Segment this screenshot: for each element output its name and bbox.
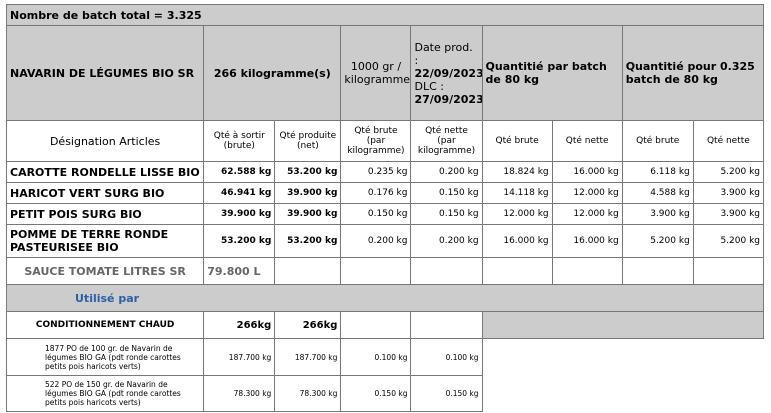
product-row: 522 PO de 150 gr. de Navarin de légumes …	[5, 375, 764, 412]
col-qte-produite: Qté produite (net)	[274, 120, 342, 162]
conditionnement-name: CONDITIONNEMENT CHAUD	[5, 311, 205, 339]
batch-table: Nombre de batch total = 3.325 NAVARIN DE…	[5, 4, 765, 412]
ingredient-value: 46.941 kg	[203, 182, 276, 204]
ingredient-row: PETIT POIS SURG BIO 39.900 kg 39.900 kg 0.1…	[5, 203, 765, 225]
ingredient-value: 16.000 kg	[551, 161, 623, 183]
ingredient-value: 0.150 kg	[410, 182, 483, 204]
ingredient-value: 16.000 kg	[551, 224, 623, 258]
dates: Date prod. :22/09/2023 DLC :27/09/2023	[410, 25, 483, 121]
ingredient-value: 0.200 kg	[410, 161, 483, 183]
conditionnement-q2: 266kg	[274, 311, 342, 339]
ingredient-row: CAROTTE RONDELLE LISSE BIO 62.588 kg 53.20…	[5, 161, 765, 183]
ingredient-value: 39.900 kg	[203, 203, 276, 225]
product-value: 187.700 kg	[274, 338, 342, 376]
conditionnement-q1: 266kg	[203, 311, 276, 339]
product-value: 187.700 kg	[203, 338, 276, 376]
product-value: 0.150 kg	[410, 375, 483, 412]
used-by-label: Utilisé par	[75, 291, 140, 305]
product-row: 1877 PO de 100 gr. de Navarin de légumes…	[5, 338, 764, 376]
ingredient-value: 0.150 kg	[340, 203, 412, 225]
ingredient-value: 39.900 kg	[274, 182, 342, 204]
product-name: 522 PO de 150 gr. de Navarin de légumes …	[5, 375, 205, 412]
product-name: 1877 PO de 100 gr. de Navarin de légumes…	[5, 338, 205, 376]
col-total-nette: Qté nette	[692, 120, 765, 162]
batch-header: Quantitié par batch de 80 kg	[481, 25, 623, 121]
ingredient-value: 0.150 kg	[410, 203, 483, 225]
ingredient-value: 53.200 kg	[203, 224, 276, 258]
batch-total-title: Nombre de batch total = 3.325	[6, 4, 764, 26]
ingredient-value: 53.200 kg	[274, 161, 342, 183]
product-value: 0.100 kg	[340, 338, 412, 376]
ingredient-value: 53.200 kg	[274, 224, 342, 258]
ingredient-value: 5.200 kg	[621, 224, 694, 258]
ingredient-value: 5.200 kg	[692, 161, 765, 183]
ingredient-value: 18.824 kg	[481, 161, 553, 183]
product-name: NAVARIN DE LÉGUMES BIO SR	[5, 25, 205, 121]
col-qte-sortir: Qté à sortir (brute)	[203, 120, 276, 162]
sauce-qty: 79.800 L	[203, 257, 276, 285]
ingredient-value: 0.200 kg	[340, 224, 412, 258]
ingredient-value: 6.118 kg	[621, 161, 694, 183]
ingredient-value: 3.900 kg	[692, 182, 765, 204]
ingredient-value: 62.588 kg	[203, 161, 276, 183]
product-value: 0.100 kg	[410, 338, 483, 376]
ingredient-row: POMME DE TERRE RONDE PASTEURISEE BIO 53.2…	[5, 224, 765, 258]
col-qte-nette-kg: Qté nette (par kilogramme)	[410, 120, 483, 162]
col-batch-brute: Qté brute	[481, 120, 553, 162]
ingredient-name: POMME DE TERRE RONDE PASTEURISEE BIO	[5, 224, 205, 258]
ingredient-name: CAROTTE RONDELLE LISSE BIO	[5, 161, 205, 183]
ingredient-value: 0.235 kg	[340, 161, 412, 183]
ingredient-name: PETIT POIS SURG BIO	[5, 203, 205, 225]
ingredient-value: 0.176 kg	[340, 182, 412, 204]
sauce-name: SAUCE TOMATE LITRES SR	[5, 257, 205, 285]
product-value: 78.300 kg	[203, 375, 276, 412]
ingredient-value: 39.900 kg	[274, 203, 342, 225]
col-batch-nette: Qté nette	[551, 120, 623, 162]
designation-header: Désignation Articles	[5, 120, 205, 162]
ingredient-value: 4.588 kg	[621, 182, 694, 204]
ingredient-value: 12.000 kg	[551, 203, 623, 225]
col-total-brute: Qté brute	[621, 120, 694, 162]
ingredient-value: 0.200 kg	[410, 224, 483, 258]
col-qte-brute-kg: Qté brute (par kilogramme)	[340, 120, 412, 162]
ingredient-value: 16.000 kg	[481, 224, 553, 258]
batch-total-header: Quantitié pour 0.325 batch de 80 kg	[621, 25, 765, 121]
ingredient-value: 12.000 kg	[551, 182, 623, 204]
ingredient-value: 12.000 kg	[481, 203, 553, 225]
ingredient-value: 5.200 kg	[692, 224, 765, 258]
product-value: 78.300 kg	[274, 375, 342, 412]
ingredient-value: 14.118 kg	[481, 182, 553, 204]
total-qty: 266 kilogramme(s)	[203, 25, 342, 121]
product-value: 0.150 kg	[340, 375, 412, 412]
unit: 1000 gr / kilogramme	[340, 25, 412, 121]
ingredient-value: 3.900 kg	[692, 203, 765, 225]
ingredient-value: 3.900 kg	[621, 203, 694, 225]
ingredient-name: HARICOT VERT SURG BIO	[5, 182, 205, 204]
empty-area	[481, 311, 765, 339]
ingredient-row: HARICOT VERT SURG BIO 46.941 kg 39.900 kg 0…	[5, 182, 765, 204]
